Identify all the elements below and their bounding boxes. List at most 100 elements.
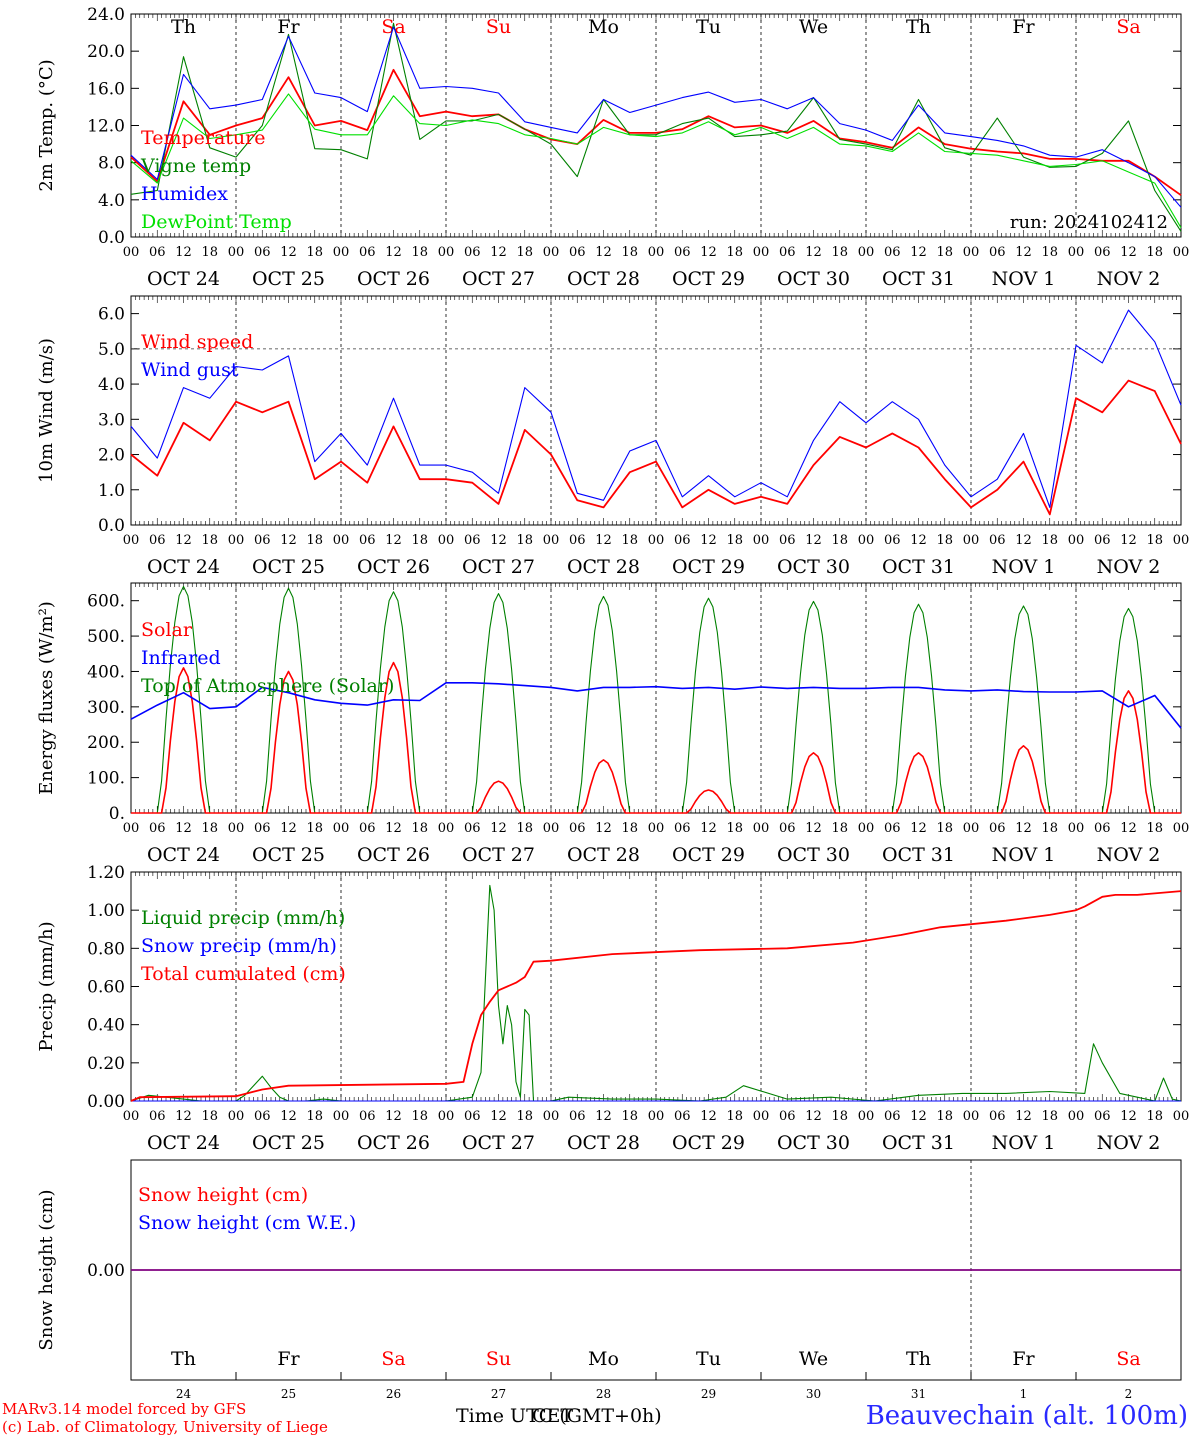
weekday-label-top: Th [171, 16, 196, 38]
hour-tick-label: 06 [464, 245, 481, 260]
date-label: NOV 2 [1097, 844, 1161, 866]
hour-tick-label: 06 [254, 533, 271, 548]
hour-tick-label: 00 [648, 533, 665, 548]
hour-tick-label: 06 [569, 245, 586, 260]
run-label: run: 2024102412 [1010, 212, 1168, 233]
hour-tick-label: 06 [989, 821, 1006, 836]
hour-tick-label: 12 [280, 1109, 297, 1124]
hour-tick-label: 06 [569, 533, 586, 548]
hour-tick-label: 12 [1015, 245, 1032, 260]
date-label: OCT 30 [777, 268, 850, 290]
y-axis-label: 2m Temp. (°C) [36, 59, 57, 191]
date-label: OCT 29 [672, 844, 745, 866]
date-label: OCT 27 [462, 556, 535, 578]
series-line [131, 661, 1181, 814]
hour-tick-label: 06 [359, 245, 376, 260]
series-line [130, 309, 1182, 508]
hour-tick-label: 00 [1173, 245, 1190, 260]
hour-tick-label: 12 [490, 245, 507, 260]
hour-tick-label: 18 [411, 821, 428, 836]
y-tick-label: 6.0 [98, 305, 125, 325]
hour-tick-label: 18 [1041, 821, 1058, 836]
date-label: NOV 1 [992, 556, 1056, 578]
series-line [130, 93, 1182, 228]
hour-tick-label: 18 [1146, 821, 1163, 836]
hour-tick-label: 00 [1173, 1109, 1190, 1124]
hour-tick-label: 12 [1120, 821, 1137, 836]
panel-4: 0.00 0.20 0.40 0.60 0.80 1.00 1.20 Precip (mm/h… [36, 863, 1189, 1154]
panel-3: 0. 100. 200. 300. 400. 500. 600. Energy fluxes … [36, 582, 1190, 866]
hour-tick-label: 18 [831, 821, 848, 836]
hour-tick-label: 12 [175, 821, 192, 836]
legend-entry: Snow height (cm) [138, 1184, 308, 1206]
hour-tick-label: 00 [1173, 821, 1190, 836]
date-label: OCT 24 [147, 268, 220, 290]
series-line [130, 890, 1182, 1102]
hour-tick-label: 06 [1094, 1109, 1111, 1124]
date-label: OCT 25 [252, 556, 325, 578]
hour-tick-label: 06 [674, 821, 691, 836]
hour-tick-label: 18 [1041, 1109, 1058, 1124]
date-label: OCT 26 [357, 556, 430, 578]
hour-tick-label: 12 [1015, 1109, 1032, 1124]
hour-tick-label: 18 [411, 245, 428, 260]
day-number-label: 24 [176, 1387, 192, 1401]
model-credit: MARv3.14 model forced by GFS (c) Lab. of… [2, 1400, 328, 1436]
hour-tick-label: 06 [1094, 533, 1111, 548]
precip-series [130, 884, 1182, 1102]
hour-tick-label: 18 [621, 1109, 638, 1124]
date-label: OCT 31 [882, 844, 955, 866]
hour-tick-label: 06 [989, 533, 1006, 548]
date-label: OCT 30 [777, 1132, 850, 1154]
day-number-label: 31 [911, 1387, 926, 1401]
date-label: OCT 30 [777, 556, 850, 578]
hour-tick-label: 18 [936, 533, 953, 548]
hour-tick-label: 06 [149, 533, 166, 548]
date-label: NOV 2 [1097, 1132, 1161, 1154]
y-tick-label: 8.0 [98, 154, 125, 174]
hour-tick-label: 00 [858, 821, 875, 836]
hour-tick-label: 06 [779, 533, 796, 548]
hour-tick-label: 06 [779, 1109, 796, 1124]
y-axis-label: Precip (mm/h) [36, 921, 57, 1051]
hour-tick-label: 18 [201, 245, 218, 260]
hour-tick-label: 18 [1146, 533, 1163, 548]
date-label: OCT 28 [567, 268, 640, 290]
date-label: OCT 31 [882, 268, 955, 290]
date-label: OCT 24 [147, 1132, 220, 1154]
hour-tick-label: 06 [779, 245, 796, 260]
hour-tick-label: 00 [228, 533, 245, 548]
y-tick-label: 100. [87, 769, 125, 789]
hour-tick-label: 18 [306, 1109, 323, 1124]
hour-tick-label: 06 [464, 821, 481, 836]
series-line [130, 379, 1182, 516]
hour-tick-label: 06 [149, 821, 166, 836]
date-label: OCT 28 [567, 844, 640, 866]
weekday-label-bottom: Sa [381, 1348, 405, 1370]
model-credit-line2: (c) Lab. of Climatology, University of L… [2, 1418, 328, 1436]
hour-tick-label: 12 [280, 533, 297, 548]
weekday-label-top: Th [906, 16, 931, 38]
hour-tick-label: 00 [333, 821, 350, 836]
hour-tick-label: 12 [175, 1109, 192, 1124]
legend-entry: DewPoint Temp [141, 211, 292, 233]
hour-tick-label: 06 [1094, 821, 1111, 836]
date-label: NOV 2 [1097, 268, 1161, 290]
hour-tick-label: 12 [700, 245, 717, 260]
hour-tick-label: 18 [306, 245, 323, 260]
weekday-label-bottom: Mo [588, 1348, 619, 1370]
hour-tick-label: 00 [543, 1109, 560, 1124]
y-tick-label: 20.0 [87, 42, 125, 62]
date-label: OCT 25 [252, 1132, 325, 1154]
hour-tick-label: 06 [254, 821, 271, 836]
hour-tick-label: 06 [884, 821, 901, 836]
hour-tick-label: 12 [385, 245, 402, 260]
temperature-series [130, 22, 1182, 232]
day-number-label: 2 [1125, 1387, 1133, 1401]
legend-entry: Wind gust [141, 359, 239, 381]
y-tick-label: 4.0 [98, 191, 125, 211]
hour-tick-label: 12 [1120, 245, 1137, 260]
hour-tick-label: 18 [1041, 533, 1058, 548]
hour-tick-label: 18 [201, 1109, 218, 1124]
